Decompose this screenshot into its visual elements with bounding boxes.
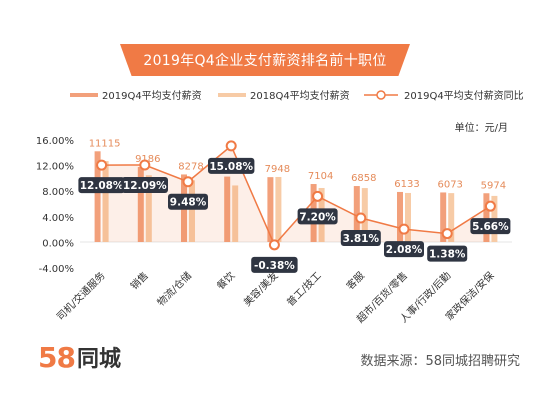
bar-q4-7 [397,191,403,242]
bar-value-label: 6073 [437,179,462,190]
brand-logo: 58 同城 [38,340,121,374]
legend-label-yoy: 2019Q4平均支付薪资同比 [404,89,524,102]
x-tick-label: 司机/交通服务 [54,269,108,323]
chart-title: 2019年Q4企业支付薪资排名前十职位 [120,44,410,76]
bar-q3-1 [145,175,152,242]
yoy-badge-label: -0.38% [254,260,295,272]
yoy-badge-label: 12.08% [80,180,124,192]
yoy-marker-6 [355,212,367,224]
y-tick-label: 16.00% [36,136,74,147]
yoy-badge-label: 3.81% [343,233,380,245]
bar-q3-2 [189,180,195,242]
yoy-line [101,144,491,247]
yoy-marker-5 [312,190,324,202]
yoy-area [101,145,491,245]
legend: 2019Q4平均支付薪资 2018Q4平均支付薪资 2019Q4平均支付薪资同比 [70,89,524,102]
y-tick-label: -4.00% [39,264,74,275]
legend-swatch-q3 [218,93,246,97]
yoy-badge-bg [340,230,381,247]
bar-value-label: 11115 [89,138,121,149]
yoy-marker-8 [441,228,453,240]
bar-value-label: 8278 [178,161,203,172]
yoy-marker-9 [484,200,496,212]
yoy-badge-label: 5.66% [472,221,509,233]
legend-label-q4: 2019Q4平均支付薪资 [102,89,202,102]
bar-value-label: 5974 [481,180,506,191]
yoy-badge-label: 1.38% [429,249,466,261]
bar-q3-4 [275,176,282,242]
yoy-badge-bg [78,177,125,194]
bar-q4-4 [267,177,274,242]
x-tick-label: 物流/仓储 [154,269,194,309]
x-axis: 司机/交通服务 销售 物流/仓储 餐饮 美容/美发 普工/技工 客服超市/百货/零售人事/行… [54,269,497,325]
yoy-marker-2 [182,176,194,188]
yoy-badge-label: 2.08% [386,244,423,256]
y-tick-label: 12.00% [36,162,74,173]
y-tick-label: 8.00% [42,187,74,198]
bar-q4-1 [137,167,144,242]
bar-q3-0 [102,161,109,242]
bar-value-label: 6858 [351,173,376,184]
y-tick-label: 4.00% [42,213,74,224]
x-tick-label: 客服 [344,269,367,292]
yoy-marker-0 [96,159,108,171]
yoy-badge-bg [168,193,208,210]
bar-value-label: 6133 [394,179,419,190]
legend-swatch-q4 [70,93,98,97]
bar-q4-9 [483,193,490,242]
yoy-badge-label: 12.09% [123,180,167,192]
yoy-line-series: 12.08% 12.09%9.48% 15.08% -0.38% 7.20% 3.81% 2… [78,140,511,273]
yoy-marker-4 [268,239,280,251]
yoy-badge-bg [297,208,338,225]
x-tick-label: 普工/技工 [284,269,324,309]
x-tick-label: 销售 [128,269,151,292]
bar-q4-3 [224,176,231,242]
bar-q4-8 [440,192,447,242]
logo-digits: 58 [38,340,76,374]
yoy-marker-7 [398,223,410,235]
bar-q4-0 [94,151,101,242]
yoy-badge-bg [384,241,424,258]
logo-text: 同城 [76,347,121,372]
yoy-badge-label: 15.08% [209,161,253,173]
bar-q4-6 [353,186,360,242]
bar-q3-7 [405,192,411,242]
bar-value-label: 9186 [135,154,160,165]
y-tick-label: 0.00% [42,238,74,249]
y-axis: 16.00% 12.00% 8.00% 4.00% 0.00% -4.00% [36,136,512,275]
bar-q3-3 [232,185,239,242]
yoy-badge-bg [121,177,168,194]
yoy-badge-bg [470,218,511,235]
yoy-badge-bg [208,157,255,174]
yoy-marker-3 [225,140,237,152]
data-source: 数据来源：58同城招聘研究 [360,354,520,369]
yoy-badge-label: 9.48% [170,197,207,209]
yoy-marker-1 [139,159,151,171]
yoy-badge-bg [427,245,468,262]
yoy-badge-label: 7.20% [299,211,336,223]
bar-q3-8 [448,193,455,242]
unit-label: 单位：元/月 [455,121,508,134]
legend-marker-yoy [376,90,386,100]
bar-value-label: 7104 [308,171,333,182]
yoy-badge-bg [251,256,298,273]
x-tick-label: 餐饮 [214,269,237,292]
x-tick-label: 美容/美发 [241,269,281,309]
bar-value-label: 7948 [265,164,290,175]
legend-label-q3: 2018Q4平均支付薪资 [250,89,350,102]
